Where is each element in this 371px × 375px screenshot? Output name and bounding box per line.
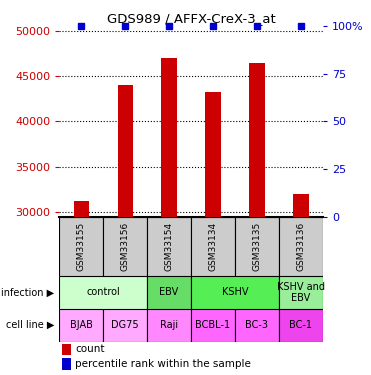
Bar [191, 309, 235, 342]
Bar [59, 217, 103, 276]
Text: GSM33154: GSM33154 [165, 222, 174, 271]
Text: GSM33136: GSM33136 [296, 222, 305, 271]
Bar [103, 309, 147, 342]
Text: BCBL-1: BCBL-1 [196, 320, 231, 330]
Bar [235, 309, 279, 342]
Bar [59, 309, 103, 342]
Text: count: count [75, 344, 105, 354]
Bar [59, 276, 147, 309]
Text: GSM33156: GSM33156 [121, 222, 130, 271]
Bar [147, 276, 191, 309]
Text: KSHV: KSHV [222, 287, 248, 297]
Bar [205, 92, 221, 375]
Text: EBV: EBV [160, 287, 179, 297]
Text: DG75: DG75 [111, 320, 139, 330]
Bar [249, 63, 265, 375]
Bar [191, 276, 279, 309]
Bar [147, 309, 191, 342]
Bar [62, 358, 71, 370]
Text: GSM33135: GSM33135 [252, 222, 262, 271]
Bar [161, 58, 177, 375]
Text: control: control [86, 287, 120, 297]
Bar [62, 344, 71, 355]
Text: Raji: Raji [160, 320, 178, 330]
Bar [118, 85, 133, 375]
Bar [147, 217, 191, 276]
Text: infection ▶: infection ▶ [1, 287, 54, 297]
Text: GSM33134: GSM33134 [209, 222, 217, 271]
Bar [293, 194, 309, 375]
Bar [191, 217, 235, 276]
Text: percentile rank within the sample: percentile rank within the sample [75, 359, 251, 369]
Bar [235, 217, 279, 276]
Text: BJAB: BJAB [70, 320, 93, 330]
Bar [73, 201, 89, 375]
Bar [279, 217, 323, 276]
Bar [103, 217, 147, 276]
Title: GDS989 / AFFX-CreX-3_at: GDS989 / AFFX-CreX-3_at [107, 12, 275, 25]
Bar [279, 276, 323, 309]
Text: BC-1: BC-1 [289, 320, 312, 330]
Text: GSM33155: GSM33155 [77, 222, 86, 271]
Text: KSHV and
EBV: KSHV and EBV [277, 282, 325, 303]
Bar [279, 309, 323, 342]
Text: BC-3: BC-3 [246, 320, 268, 330]
Text: cell line ▶: cell line ▶ [6, 320, 54, 330]
